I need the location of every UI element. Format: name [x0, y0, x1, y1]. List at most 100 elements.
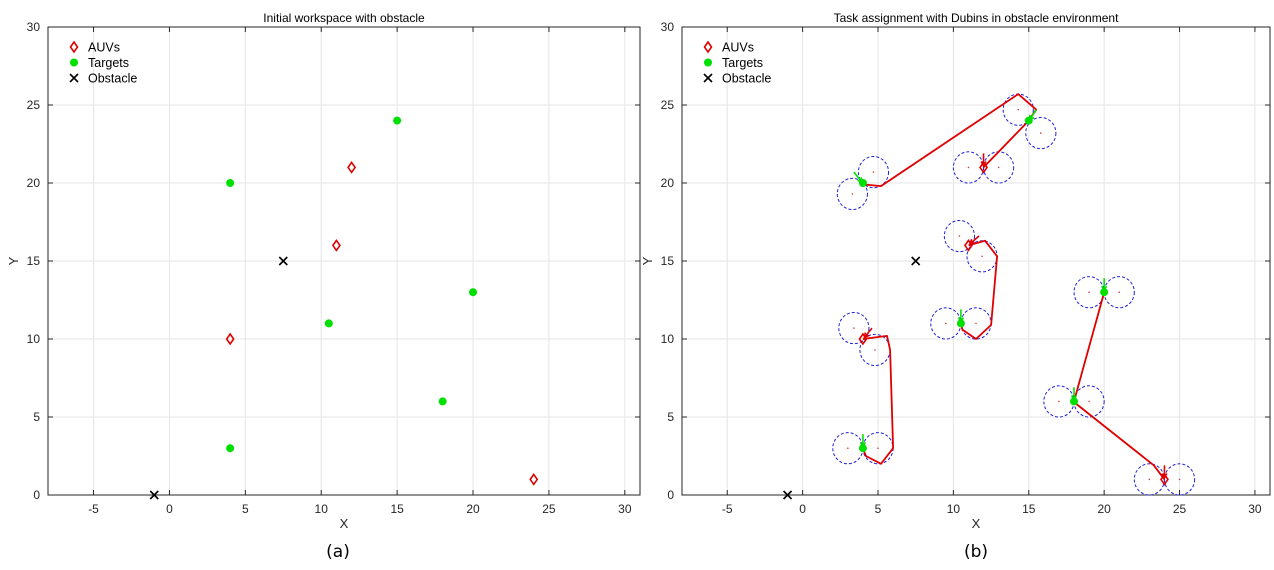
- y-tick-label: 30: [27, 20, 41, 34]
- x-tick-label: 0: [166, 502, 173, 516]
- turning-circle-center: [877, 447, 879, 450]
- obstacle-marker: [782, 490, 793, 500]
- turning-circle-center: [874, 349, 876, 351]
- legend-label: Obstacle: [88, 72, 137, 86]
- figure-caption: (a): [326, 542, 350, 562]
- y-tick-label: 10: [661, 332, 675, 346]
- y-tick-label: 10: [27, 332, 41, 346]
- y-tick-label: 20: [27, 176, 41, 190]
- heading-arrow: [1070, 387, 1078, 402]
- legend-target-marker: [704, 58, 712, 67]
- x-tick-label: 20: [1097, 502, 1111, 516]
- y-tick-label: 0: [33, 488, 40, 502]
- target-marker: [393, 116, 402, 125]
- y-axis-label: Y: [640, 256, 655, 265]
- auv-marker: [1159, 473, 1169, 486]
- turning-circle-center: [1118, 291, 1121, 294]
- turning-circle-center: [981, 255, 983, 258]
- heading-arrow: [980, 153, 987, 168]
- turning-circle: [838, 311, 870, 345]
- heading-arrow-head: [859, 441, 867, 449]
- heading-arrow: [1161, 465, 1168, 480]
- x-tick-label: 0: [799, 502, 806, 516]
- turning-circle: [857, 155, 890, 189]
- target-marker: [226, 444, 235, 453]
- turning-circle-center: [1088, 291, 1090, 294]
- legend-auv-marker: [69, 40, 79, 54]
- heading-arrow: [859, 434, 867, 449]
- chart-title: Task assignment with Dubins in obstacle …: [834, 11, 1119, 25]
- heading-arrow: [1028, 109, 1037, 122]
- turning-circle-center: [975, 322, 977, 325]
- turning-circle-center: [851, 193, 854, 195]
- legend-label: Targets: [722, 56, 763, 70]
- turning-circle: [836, 177, 868, 211]
- turning-circle: [943, 219, 975, 253]
- y-tick-label: 5: [33, 410, 40, 424]
- obstacle-x-stroke: [782, 490, 793, 500]
- figure-caption: (b): [964, 542, 988, 562]
- heading-arrow-shaft: [853, 171, 863, 183]
- heading-arrow: [957, 309, 965, 324]
- turning-circle: [1025, 116, 1057, 150]
- turning-circle-center: [872, 171, 875, 173]
- panel-a-initial-workspace: -5 0 5 10 15 20 25 30 0 5 10 15 20 25 30 Initial worksp…: [6, 11, 641, 562]
- legend-obstacle-marker: [703, 73, 713, 83]
- turning-circle-center: [1178, 478, 1181, 481]
- turning-circle-center: [997, 166, 1000, 169]
- x-tick-label: 25: [542, 502, 556, 516]
- x-tick-label: 20: [466, 502, 480, 516]
- heading-arrow: [853, 171, 864, 184]
- x-tick-label: -5: [88, 502, 99, 516]
- heading-arrow-shaft: [1028, 109, 1037, 121]
- obstacle-marker: [149, 490, 159, 500]
- heading-arrow-head: [980, 161, 987, 168]
- panel-b-dubins-task-assignment: -5 0 5 10 15 20 25 30 0 5 10 15 20 25 30 Task assignmen…: [640, 11, 1271, 562]
- auv-marker: [331, 239, 341, 252]
- legend-obstacle-marker: [69, 73, 79, 83]
- x-axis-label: X: [972, 516, 981, 531]
- heading-arrow-shaft: [969, 235, 980, 245]
- turning-circle-center: [1017, 108, 1020, 111]
- x-tick-label: 5: [875, 502, 882, 516]
- heading-arrow-shaft: [863, 327, 873, 338]
- obstacle-marker: [911, 256, 921, 266]
- y-tick-label: 0: [667, 488, 674, 502]
- dubins-path: [862, 334, 894, 465]
- heading-arrow: [968, 235, 980, 245]
- x-tick-label: 30: [618, 502, 632, 516]
- turning-circle-center: [958, 235, 961, 237]
- legend-label: Targets: [88, 56, 129, 70]
- legend-label: AUVs: [722, 41, 754, 55]
- heading-arrow-head: [968, 238, 976, 245]
- turning-circle-center: [853, 327, 855, 329]
- x-tick-label: 30: [1248, 502, 1262, 516]
- auv-marker: [529, 473, 539, 486]
- y-tick-label: 20: [661, 176, 675, 190]
- heading-arrow-head: [1101, 285, 1108, 293]
- turning-circle-center: [1148, 478, 1151, 481]
- obstacle-x-stroke: [278, 256, 288, 266]
- x-tick-label: -5: [722, 502, 733, 516]
- x-tick-label: 10: [947, 502, 961, 516]
- heading-arrow-head: [857, 177, 864, 184]
- turning-circle-center: [967, 166, 970, 169]
- turning-circle-center: [1058, 400, 1060, 403]
- obstacle-marker: [278, 256, 288, 266]
- target-marker: [469, 288, 478, 297]
- x-tick-label: 10: [315, 502, 329, 516]
- y-tick-label: 15: [661, 254, 675, 268]
- target-marker: [324, 319, 333, 328]
- turning-circle-center: [1040, 132, 1042, 134]
- target-marker: [226, 179, 235, 187]
- auv-marker: [347, 161, 357, 174]
- obstacle-x-stroke: [149, 490, 159, 500]
- y-tick-label: 15: [27, 254, 41, 268]
- heading-arrow: [863, 327, 873, 339]
- legend-label: Obstacle: [722, 72, 771, 86]
- heading-arrow: [1101, 278, 1108, 293]
- heading-arrow-head: [1070, 395, 1078, 402]
- obstacle-x-stroke: [69, 73, 79, 83]
- target-marker: [438, 397, 447, 406]
